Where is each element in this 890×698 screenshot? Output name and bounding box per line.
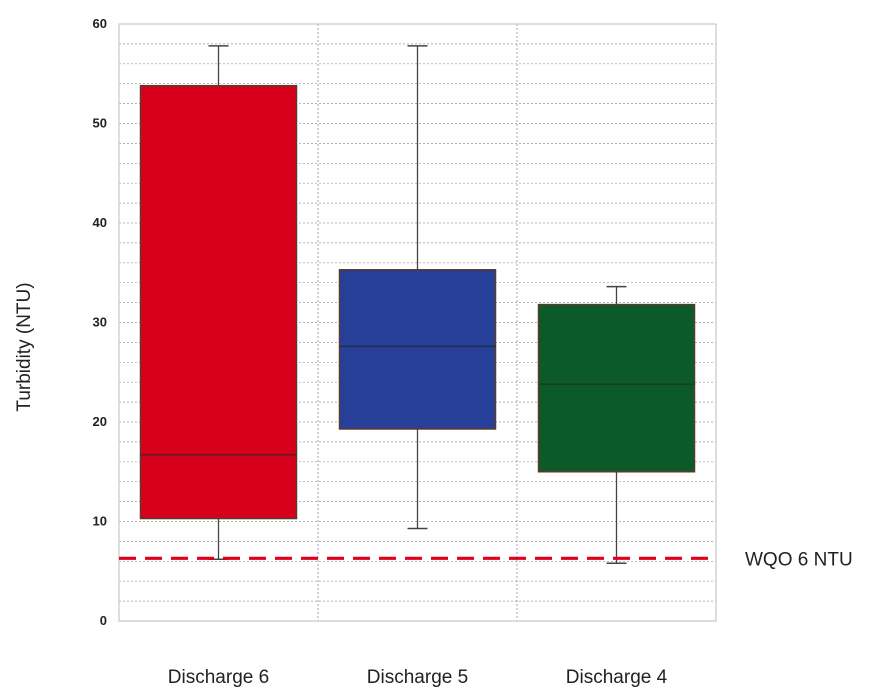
y-tick-label: 60 bbox=[93, 16, 107, 31]
y-tick-label: 10 bbox=[93, 514, 107, 529]
x-category-label: Discharge 6 bbox=[168, 667, 269, 688]
box-iqr bbox=[139, 84, 298, 520]
box-group bbox=[139, 45, 298, 561]
y-tick-label: 50 bbox=[93, 116, 107, 131]
y-axis-ticks: 0 10 20 30 40 50 60 bbox=[93, 16, 107, 628]
y-tick-label: 20 bbox=[93, 414, 107, 429]
x-category-label: Discharge 5 bbox=[367, 667, 468, 688]
x-axis-categories: Discharge 6 Discharge 5 Discharge 4 bbox=[168, 667, 668, 688]
box-group bbox=[537, 285, 696, 565]
reference-line-group: WQO 6 NTU bbox=[119, 549, 853, 570]
y-tick-label: 40 bbox=[93, 215, 107, 230]
reference-line-label: WQO 6 NTU bbox=[745, 549, 853, 570]
box-series bbox=[139, 45, 696, 565]
plot-frame bbox=[118, 23, 717, 622]
x-category-label: Discharge 4 bbox=[566, 667, 668, 688]
box-iqr bbox=[537, 303, 696, 473]
y-tick-label: 30 bbox=[93, 315, 107, 330]
box-group bbox=[338, 45, 497, 530]
y-axis-title: Turbidity (NTU) bbox=[14, 282, 35, 411]
box-iqr bbox=[338, 269, 497, 430]
y-tick-label: 0 bbox=[100, 613, 107, 628]
